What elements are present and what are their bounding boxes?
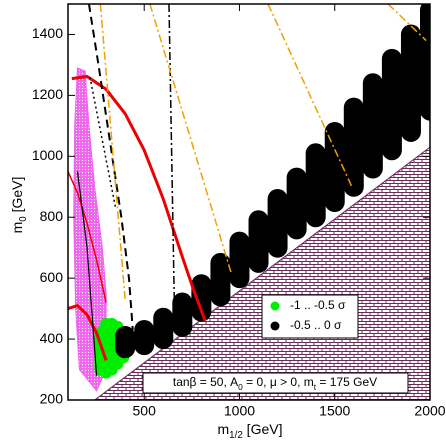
subscript: 1/2 <box>229 430 243 441</box>
curve <box>99 4 126 300</box>
curve <box>89 76 117 209</box>
curve <box>168 4 176 324</box>
legend: -1 .. -0.5 σ -0.5 .. 0 σ <box>270 298 346 332</box>
curve <box>68 171 107 303</box>
legend-marker <box>270 301 280 311</box>
curve <box>267 4 353 188</box>
y-tick-label: 1000 <box>32 147 63 163</box>
x-tick-label: 500 <box>133 403 157 419</box>
subscript: 0 <box>18 216 29 222</box>
text-part: m <box>9 222 25 234</box>
subscript: 0 <box>238 382 243 392</box>
legend-box <box>261 294 359 339</box>
x-tick-label: 1500 <box>319 403 350 419</box>
y-axis-label: m0 [GeV] <box>9 177 29 234</box>
annotation-box <box>142 372 409 394</box>
x-axis-label: m1/2 [GeV] <box>218 421 283 441</box>
text-part: = 175 GeV <box>316 375 377 389</box>
y-tick-label: 200 <box>40 391 64 407</box>
curve <box>76 171 98 376</box>
text-part: tanβ = 50, A <box>173 375 238 389</box>
curve <box>68 303 108 361</box>
legend-label: -0.5 .. 0 σ <box>290 318 342 332</box>
annotation: tanβ = 50, A0 = 0, μ > 0, mt = 175 GeV <box>173 375 377 392</box>
x-tick-label: 2000 <box>414 403 445 419</box>
shaded-region <box>93 146 430 400</box>
curve <box>71 74 207 322</box>
y-tick-label: 800 <box>40 208 64 224</box>
legend-label: -1 .. -0.5 σ <box>290 298 346 312</box>
y-tick-label: 400 <box>40 330 64 346</box>
y-tick-label: 1200 <box>32 86 63 102</box>
curve <box>149 4 232 273</box>
y-tick-label: 600 <box>40 269 64 285</box>
text-part: = 0, μ > 0, m <box>243 375 314 389</box>
curve <box>387 4 427 42</box>
text-part: [GeV] <box>9 177 25 217</box>
plot-area <box>68 4 430 400</box>
text-part: m <box>218 421 230 437</box>
legend-marker <box>270 321 280 331</box>
x-tick-label: 1000 <box>224 403 255 419</box>
y-tick-label: 1400 <box>32 25 63 41</box>
subscript: t <box>314 382 317 392</box>
axes-frame <box>67 3 431 401</box>
text-part: [GeV] <box>243 421 283 437</box>
